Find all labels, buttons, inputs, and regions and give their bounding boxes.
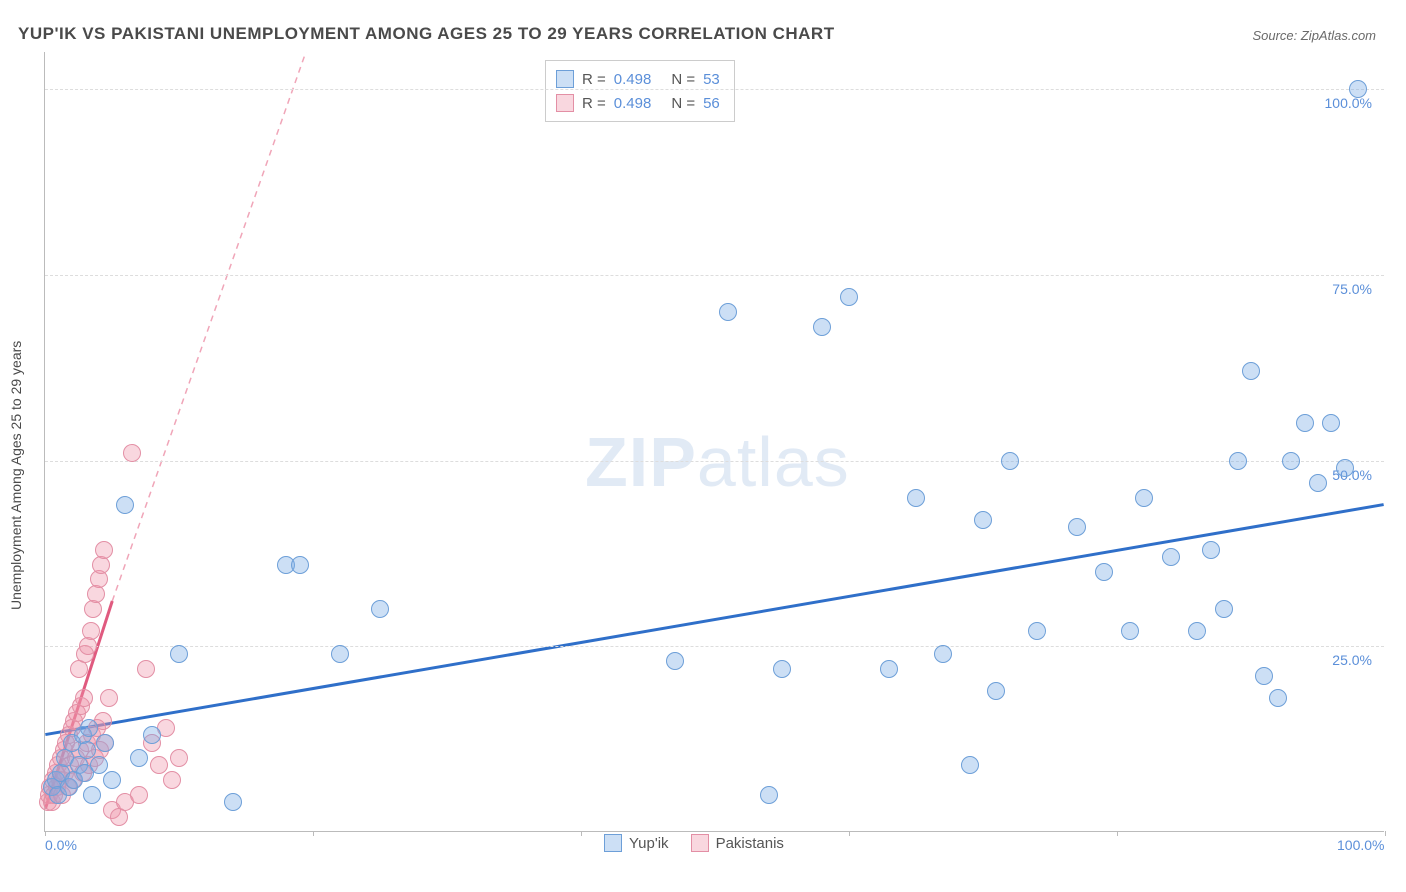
x-tick <box>849 831 850 836</box>
legend-label-yupik: Yup'ik <box>629 835 669 852</box>
swatch-pakistanis <box>691 834 709 852</box>
legend-label-pakistanis: Pakistanis <box>716 835 784 852</box>
source-citation: Source: ZipAtlas.com <box>1252 28 1376 43</box>
legend-item-yupik: Yup'ik <box>604 834 669 852</box>
data-point <box>1028 622 1046 640</box>
data-point <box>80 719 98 737</box>
x-tick <box>581 831 582 836</box>
data-point <box>773 660 791 678</box>
data-point <box>83 786 101 804</box>
data-point <box>1349 80 1367 98</box>
stats-legend-row: R = 0.498 N = 53 <box>556 67 720 91</box>
x-tick <box>1117 831 1118 836</box>
data-point <box>100 689 118 707</box>
data-point <box>291 556 309 574</box>
data-point <box>1121 622 1139 640</box>
data-point <box>1162 548 1180 566</box>
y-tick-label: 100.0% <box>1325 95 1372 111</box>
stats-r-label: R = <box>582 95 606 112</box>
data-point <box>813 318 831 336</box>
data-point <box>1336 459 1354 477</box>
watermark: ZIPatlas <box>585 422 850 502</box>
gridline <box>45 461 1384 462</box>
data-point <box>974 511 992 529</box>
series-legend: Yup'ik Pakistanis <box>604 834 784 852</box>
data-point <box>907 489 925 507</box>
data-point <box>224 793 242 811</box>
stats-swatch <box>556 94 574 112</box>
data-point <box>719 303 737 321</box>
swatch-yupik <box>604 834 622 852</box>
data-point <box>163 771 181 789</box>
data-point <box>1188 622 1206 640</box>
watermark-atlas: atlas <box>697 423 850 501</box>
data-point <box>934 645 952 663</box>
data-point <box>82 622 100 640</box>
stats-r-value: 0.498 <box>614 95 652 112</box>
data-point <box>1269 689 1287 707</box>
data-point <box>666 652 684 670</box>
trend-lines-layer <box>45 52 1384 831</box>
x-tick <box>45 831 46 836</box>
data-point <box>1309 474 1327 492</box>
stats-legend-row: R = 0.498 N = 56 <box>556 91 720 115</box>
data-point <box>130 786 148 804</box>
data-point <box>137 660 155 678</box>
data-point <box>1202 541 1220 559</box>
data-point <box>1255 667 1273 685</box>
gridline <box>45 89 1384 90</box>
stats-legend: R = 0.498 N = 53 R = 0.498 N = 56 <box>545 60 735 122</box>
data-point <box>150 756 168 774</box>
data-point <box>1001 452 1019 470</box>
stats-swatch <box>556 70 574 88</box>
x-tick <box>313 831 314 836</box>
stats-n-label: N = <box>671 71 695 88</box>
y-axis-label: Unemployment Among Ages 25 to 29 years <box>8 341 24 610</box>
data-point <box>1095 563 1113 581</box>
chart-title: YUP'IK VS PAKISTANI UNEMPLOYMENT AMONG A… <box>18 24 835 44</box>
data-point <box>170 645 188 663</box>
data-point <box>1135 489 1153 507</box>
data-point <box>371 600 389 618</box>
data-point <box>1282 452 1300 470</box>
data-point <box>95 541 113 559</box>
data-point <box>1215 600 1233 618</box>
data-point <box>75 689 93 707</box>
x-tick <box>1385 831 1386 836</box>
data-point <box>143 726 161 744</box>
data-point <box>1068 518 1086 536</box>
stats-r-label: R = <box>582 71 606 88</box>
x-tick-label: 100.0% <box>1337 837 1384 853</box>
y-tick-label: 25.0% <box>1332 652 1372 668</box>
data-point <box>123 444 141 462</box>
data-point <box>961 756 979 774</box>
data-point <box>130 749 148 767</box>
data-point <box>1322 414 1340 432</box>
stats-n-label: N = <box>671 95 695 112</box>
stats-r-value: 0.498 <box>614 71 652 88</box>
data-point <box>760 786 778 804</box>
x-tick-label: 0.0% <box>45 837 77 853</box>
stats-n-value: 53 <box>703 71 720 88</box>
data-point <box>1242 362 1260 380</box>
data-point <box>1229 452 1247 470</box>
data-point <box>170 749 188 767</box>
legend-item-pakistanis: Pakistanis <box>691 834 784 852</box>
data-point <box>103 771 121 789</box>
data-point <box>987 682 1005 700</box>
plot-region: ZIPatlas R = 0.498 N = 53 R = 0.498 N = 56 25.0… <box>44 52 1384 832</box>
chart-area: ZIPatlas R = 0.498 N = 53 R = 0.498 N = 56 25.0… <box>44 52 1384 852</box>
y-tick-label: 75.0% <box>1332 281 1372 297</box>
data-point <box>116 496 134 514</box>
data-point <box>880 660 898 678</box>
gridline <box>45 275 1384 276</box>
data-point <box>840 288 858 306</box>
data-point <box>90 756 108 774</box>
watermark-zip: ZIP <box>585 423 697 501</box>
stats-n-value: 56 <box>703 95 720 112</box>
gridline <box>45 646 1384 647</box>
data-point <box>1296 414 1314 432</box>
data-point <box>96 734 114 752</box>
data-point <box>331 645 349 663</box>
